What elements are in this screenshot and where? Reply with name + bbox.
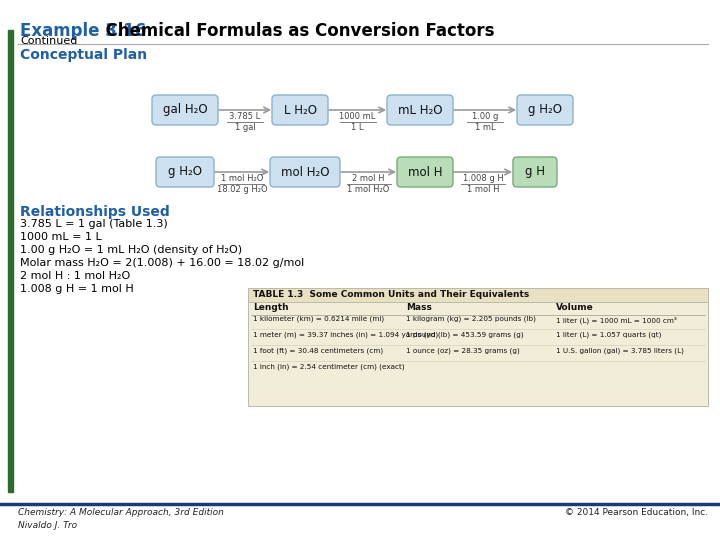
Text: 1.008 g H = 1 mol H: 1.008 g H = 1 mol H [20,284,134,294]
Text: Chemical Formulas as Conversion Factors: Chemical Formulas as Conversion Factors [94,22,495,40]
Text: 2 mol H : 1 mol H₂O: 2 mol H : 1 mol H₂O [20,271,130,281]
FancyBboxPatch shape [270,157,340,187]
Bar [248,288,708,302]
Text: Volume: Volume [556,303,594,312]
Text: Molar mass H₂O = 2(1.008) + 16.00 = 18.02 g/mol: Molar mass H₂O = 2(1.008) + 16.00 = 18.0… [20,258,305,268]
FancyBboxPatch shape [513,157,557,187]
Text: 1 mol H₂O: 1 mol H₂O [347,185,390,194]
Text: mol H: mol H [408,165,442,179]
Text: 1000 mL = 1 L: 1000 mL = 1 L [20,232,102,242]
Text: Conceptual Plan: Conceptual Plan [20,48,147,62]
Text: 1000 mL: 1000 mL [339,112,376,121]
Text: g H₂O: g H₂O [528,104,562,117]
Text: 1 L: 1 L [351,123,364,132]
Bar [248,288,708,406]
Text: Relationships Used: Relationships Used [20,205,170,219]
Text: mL H₂O: mL H₂O [397,104,442,117]
Text: 1 mL: 1 mL [474,123,495,132]
Text: L H₂O: L H₂O [284,104,317,117]
Bar [8,30,13,492]
Text: 1 kilogram (kg) = 2.205 pounds (lb): 1 kilogram (kg) = 2.205 pounds (lb) [406,316,536,322]
Text: Example 3.16: Example 3.16 [20,22,146,40]
Text: 1 foot (ft) = 30.48 centimeters (cm): 1 foot (ft) = 30.48 centimeters (cm) [253,348,383,354]
Text: 1 liter (L) = 1000 mL = 1000 cm³: 1 liter (L) = 1000 mL = 1000 cm³ [556,316,677,323]
Text: 1 kilometer (km) = 0.6214 mile (mi): 1 kilometer (km) = 0.6214 mile (mi) [253,316,384,322]
Text: 1.00 g: 1.00 g [472,112,498,121]
Text: 1 liter (L) = 1.057 quarts (qt): 1 liter (L) = 1.057 quarts (qt) [556,332,662,339]
Text: 1 U.S. gallon (gal) = 3.785 liters (L): 1 U.S. gallon (gal) = 3.785 liters (L) [556,348,684,354]
FancyBboxPatch shape [152,95,218,125]
Text: Chemistry: A Molecular Approach, 3rd Edition
Nivaldo J. Tro: Chemistry: A Molecular Approach, 3rd Edi… [18,508,224,530]
FancyBboxPatch shape [156,157,214,187]
Text: 1 inch (in) = 2.54 centimeter (cm) (exact): 1 inch (in) = 2.54 centimeter (cm) (exac… [253,364,405,370]
Text: 1 ounce (oz) = 28.35 grams (g): 1 ounce (oz) = 28.35 grams (g) [406,348,520,354]
Text: 1 pound (lb) = 453.59 grams (g): 1 pound (lb) = 453.59 grams (g) [406,332,523,339]
FancyBboxPatch shape [517,95,573,125]
Text: 1 meter (m) = 39.37 inches (in) = 1.094 yards (yd): 1 meter (m) = 39.37 inches (in) = 1.094 … [253,332,438,339]
FancyBboxPatch shape [397,157,453,187]
Text: 3.785 L = 1 gal (Table 1.3): 3.785 L = 1 gal (Table 1.3) [20,219,168,229]
Text: 1 mol H: 1 mol H [467,185,499,194]
Text: g H₂O: g H₂O [168,165,202,179]
Text: Mass: Mass [406,303,432,312]
FancyBboxPatch shape [387,95,453,125]
Text: 18.02 g H₂O: 18.02 g H₂O [217,185,267,194]
Text: 1.008 g H: 1.008 g H [463,174,503,183]
Text: TABLE 1.3  Some Common Units and Their Equivalents: TABLE 1.3 Some Common Units and Their Eq… [253,290,529,299]
Text: 1 mol H₂O: 1 mol H₂O [221,174,264,183]
Text: gal H₂O: gal H₂O [163,104,207,117]
Text: 1.00 g H₂O = 1 mL H₂O (density of H₂O): 1.00 g H₂O = 1 mL H₂O (density of H₂O) [20,245,242,255]
Text: 2 mol H: 2 mol H [352,174,384,183]
FancyBboxPatch shape [272,95,328,125]
Text: mol H₂O: mol H₂O [281,165,329,179]
Text: 3.785 L: 3.785 L [230,112,261,121]
Text: g H: g H [525,165,545,179]
Text: Length: Length [253,303,289,312]
Text: Continued: Continued [20,36,77,46]
Text: © 2014 Pearson Education, Inc.: © 2014 Pearson Education, Inc. [565,508,708,517]
Text: 1 gal: 1 gal [235,123,256,132]
